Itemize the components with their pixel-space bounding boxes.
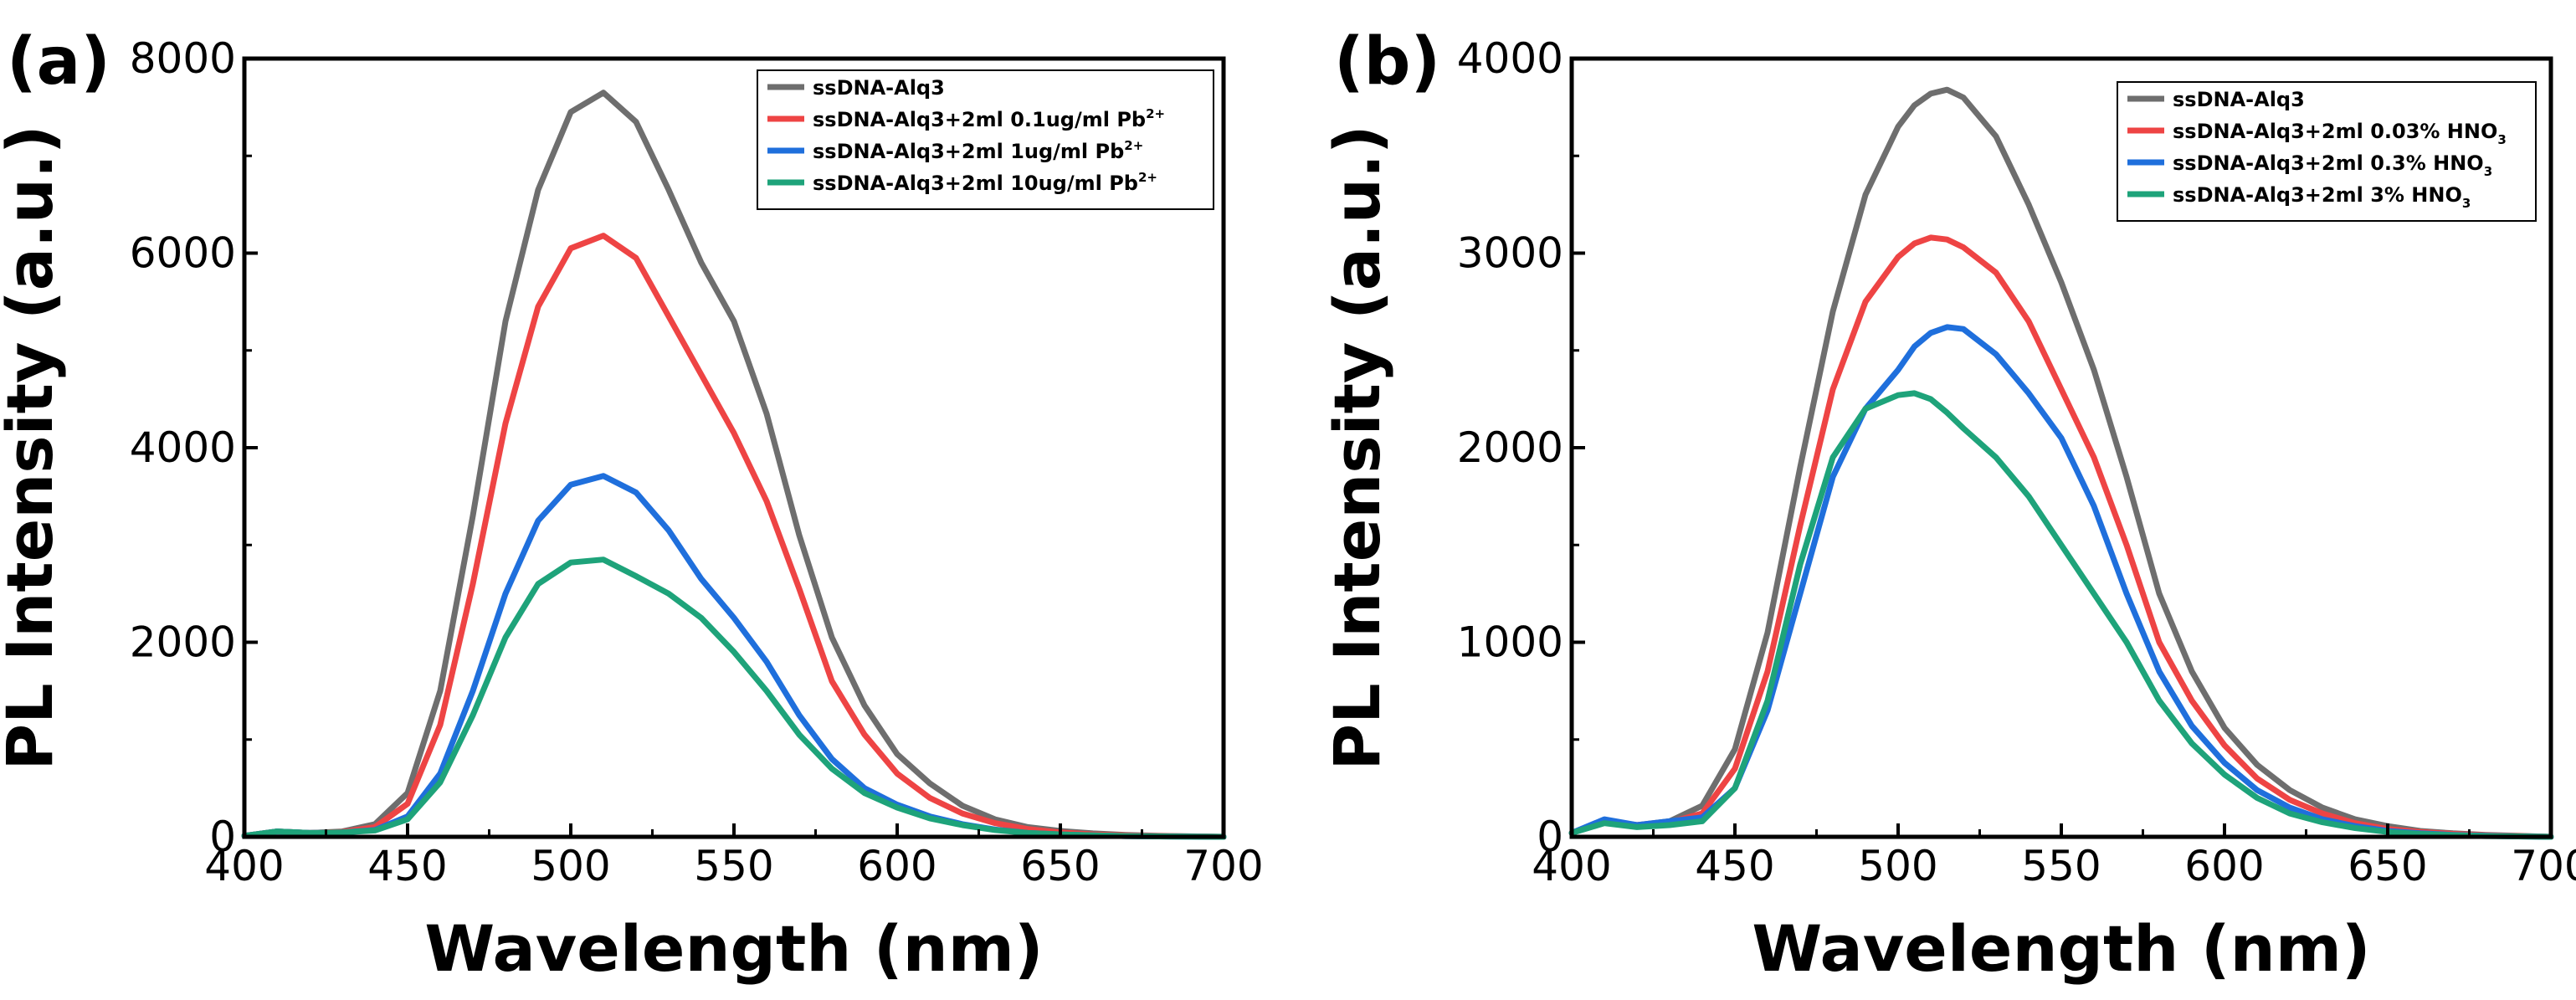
legend-entry-2: ssDNA-Alq3+2ml 0.03% HNO3	[2173, 120, 2507, 147]
chart-a: 400 450 500 550 600 650 700 0 2000 4000 6000 8000 (a…	[0, 24, 1264, 986]
y-axis-title: PL Intensity (a.u.)	[0, 125, 67, 770]
series-line-3	[1568, 324, 2554, 840]
x-tick-label: 650	[2348, 842, 2427, 890]
y-axis-title: PL Intensity (a.u.)	[1320, 125, 1394, 770]
y-tick-label: 1000	[1457, 618, 1563, 667]
panel-label: (b)	[1334, 24, 1440, 100]
y-tick-label: 2000	[130, 618, 236, 667]
series-line-4	[1568, 390, 2554, 840]
x-axis-title: Wavelength (nm)	[424, 911, 1043, 986]
y-tick-label: 0	[209, 813, 236, 861]
x-tick-label: 500	[1858, 842, 1937, 890]
y-tick-label: 3000	[1457, 229, 1563, 278]
legend-box	[757, 69, 1214, 210]
legend-entry-3: ssDNA-Alq3+2ml 1ug/ml Pb2+	[813, 138, 1143, 163]
y-tick-label: 4000	[130, 423, 236, 472]
x-tick-label: 600	[857, 842, 936, 890]
x-tick-label: 450	[1695, 842, 1774, 890]
x-tick-label: 550	[694, 842, 773, 890]
y-tick-label: 2000	[1457, 423, 1563, 472]
y-tick-label: 4000	[1457, 34, 1563, 83]
chart-b: 400 450 500 550 600 650 700 0 1000 2000 3000 4000 (b…	[1320, 24, 2576, 986]
x-tick-label: 550	[2021, 842, 2101, 890]
legend-entry-4: ssDNA-Alq3+2ml 3% HNO3	[2173, 183, 2471, 211]
y-tick-label: 6000	[130, 229, 236, 278]
x-tick-label: 450	[367, 842, 447, 890]
y-tick-label: 0	[1537, 813, 1563, 861]
legend-entry-3: ssDNA-Alq3+2ml 0.3% HNO3	[2173, 151, 2492, 179]
legend-entry-4: ssDNA-Alq3+2ml 10ug/ml Pb2+	[813, 170, 1157, 195]
x-axis-title: Wavelength (nm)	[1752, 911, 2370, 986]
x-tick-label: 400	[204, 842, 284, 890]
x-tick-label: 700	[2511, 842, 2576, 890]
y-tick-label: 8000	[130, 34, 236, 83]
series-line-1	[1568, 86, 2554, 840]
legend: ssDNA-Alq3 ssDNA-Alq3+2ml 0.03% HNO3 ssDNA…	[2117, 81, 2537, 222]
x-tick-label: 650	[1020, 842, 1100, 890]
x-tick-label: 500	[531, 842, 610, 890]
legend-entry-1: ssDNA-Alq3	[813, 76, 945, 100]
legend-entry-2: ssDNA-Alq3+2ml 0.1ug/ml Pb2+	[813, 106, 1165, 131]
x-tick-label: 600	[2184, 842, 2264, 890]
legend-entry-1: ssDNA-Alq3	[2173, 88, 2305, 111]
series-line-4	[241, 556, 1227, 840]
x-tick-label: 400	[1532, 842, 1611, 890]
legend: ssDNA-Alq3 ssDNA-Alq3+2ml 0.1ug/ml Pb2+ ss…	[757, 69, 1214, 210]
panel-label: (a)	[7, 24, 110, 100]
legend-box	[2117, 81, 2537, 222]
series-line-2	[1568, 234, 2554, 840]
x-tick-label: 700	[1183, 842, 1263, 890]
